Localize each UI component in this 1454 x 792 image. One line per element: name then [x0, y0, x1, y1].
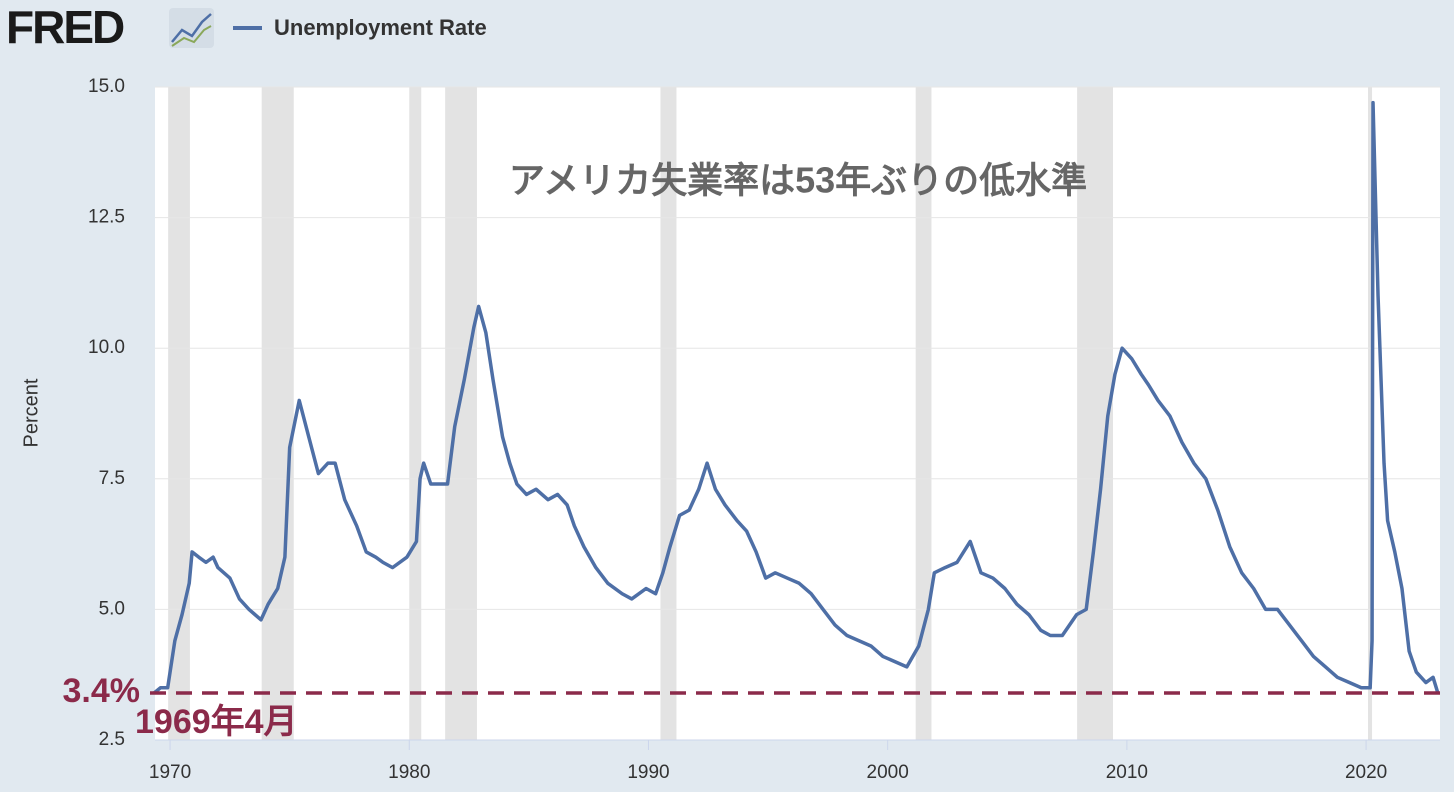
y-tick-label: 12.5 [88, 207, 125, 228]
logo: FRED [6, 1, 124, 53]
reference-note: 1969年4月 [135, 703, 298, 741]
logo-icon [169, 8, 214, 48]
recession-band [409, 87, 422, 740]
recession-band [1367, 87, 1373, 740]
recession-band [261, 87, 294, 740]
recession-band [168, 87, 190, 740]
x-tick-label: 2020 [1345, 762, 1387, 783]
y-axis-label: Percent [20, 378, 42, 447]
recession-band [915, 87, 932, 740]
chart-title: アメリカ失業率は53年ぶりの低水準 [509, 160, 1087, 201]
reference-label: 3.4% [63, 672, 141, 710]
x-tick-label: 2000 [867, 762, 909, 783]
x-tick-label: 2010 [1106, 762, 1148, 783]
y-tick-label: 15.0 [88, 76, 125, 97]
recession-band [660, 87, 677, 740]
x-tick-label: 1980 [388, 762, 430, 783]
y-tick-label: 7.5 [99, 468, 125, 489]
y-tick-label: 10.0 [88, 337, 125, 358]
y-tick-label: 2.5 [99, 729, 125, 750]
legend-label: Unemployment Rate [274, 15, 487, 40]
x-tick-label: 1970 [149, 762, 191, 783]
plot-area [155, 87, 1440, 740]
recession-band [445, 87, 477, 740]
y-tick-label: 5.0 [99, 598, 125, 619]
data-line [152, 100, 1440, 695]
x-tick-label: 1990 [627, 762, 669, 783]
